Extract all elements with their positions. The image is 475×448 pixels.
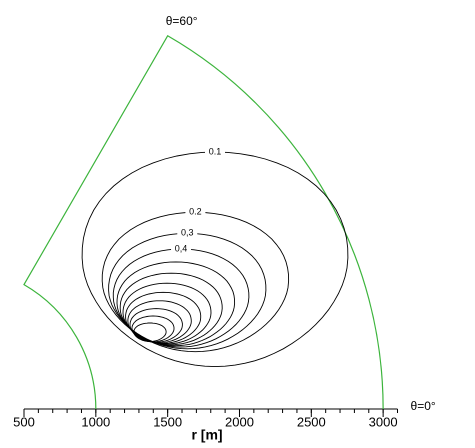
contour-line xyxy=(129,308,183,343)
contour-line xyxy=(125,291,202,344)
sector-boundary xyxy=(23,34,384,410)
label-bg xyxy=(177,227,198,240)
x-tick-label: 3000 xyxy=(369,414,398,429)
contour-line xyxy=(133,322,167,342)
contour-line xyxy=(116,261,236,347)
contour-line xyxy=(112,248,250,348)
x-tick-label: 2500 xyxy=(297,414,326,429)
contour-line xyxy=(127,300,192,344)
contour-line xyxy=(101,211,290,353)
contour-label: 0,4 xyxy=(175,243,188,253)
x-tick-label: 500 xyxy=(13,414,35,429)
contour-line xyxy=(108,232,267,350)
x-tick-label: 1500 xyxy=(153,414,182,429)
label-bg xyxy=(185,206,206,219)
contour-line xyxy=(122,282,212,345)
contour-line xyxy=(119,272,223,346)
contour-line xyxy=(131,315,175,343)
x-tick-label: 2000 xyxy=(225,414,254,429)
x-tick-label: 1000 xyxy=(81,414,110,429)
contour-label: 0,3 xyxy=(181,228,194,238)
contour-label: 0.2 xyxy=(189,207,202,217)
contour-label: 0.1 xyxy=(209,146,222,156)
x-axis-label: r [m] xyxy=(191,427,222,443)
theta-label: θ=60° xyxy=(166,14,198,28)
theta-label: θ=0° xyxy=(411,399,436,413)
label-bg xyxy=(171,242,192,255)
contour-line xyxy=(81,151,349,368)
label-bg xyxy=(205,146,225,158)
